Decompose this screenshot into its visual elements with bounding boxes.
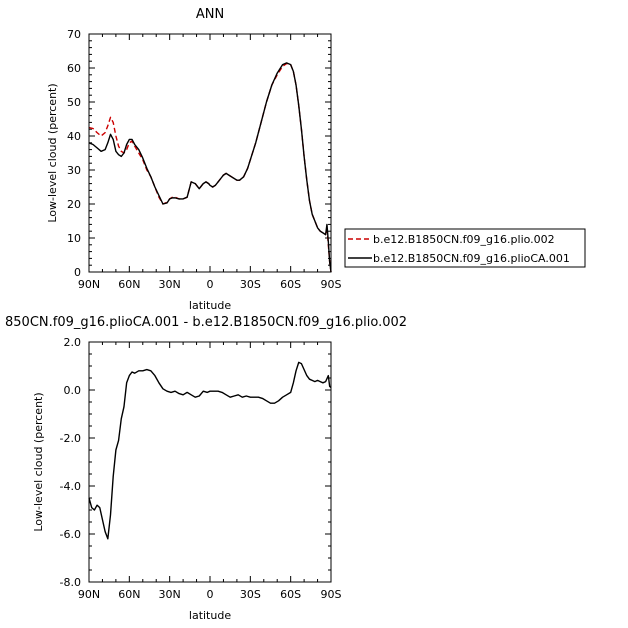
y-tick-label: -8.0 — [60, 576, 81, 589]
y-tick-label: 70 — [67, 28, 81, 41]
y-tick-label: -6.0 — [60, 528, 81, 541]
top-plot-area: 90N 60N 30N 0 30S 60S 90S 0 10 20 30 40 50 60 70 — [67, 28, 342, 291]
x-tick-label: 90N — [78, 588, 100, 601]
y-tick-label: -2.0 — [60, 432, 81, 445]
x-tick-label: 60S — [280, 588, 301, 601]
x-tick-label: 90S — [321, 588, 342, 601]
legend: b.e12.B1850CN.f09_g16.plio.002 b.e12.B18… — [344, 228, 586, 268]
x-tick-label: 30S — [240, 588, 261, 601]
bottom-y-axis-label: Low-level cloud (percent) — [32, 392, 45, 531]
x-tick-label: 30N — [159, 278, 181, 291]
legend-label-plio: b.e12.B1850CN.f09_g16.plio.002 — [373, 233, 555, 246]
y-tick-label: 50 — [67, 96, 81, 109]
x-tick-label: 30N — [159, 588, 181, 601]
y-tick-label: 10 — [67, 232, 81, 245]
x-tick-label: 0 — [207, 588, 214, 601]
bottom-plot-area: 90N 60N 30N 0 30S 60S 90S -8.0 -6.0 -4.0 -2.0 0.0 2.… — [60, 336, 342, 601]
y-tick-label: 40 — [67, 130, 81, 143]
top-x-axis-label: latitude — [189, 299, 231, 312]
bottom-panel: 850CN.f09_g16.plioCA.001 - b.e12.B1850CN… — [5, 315, 407, 622]
x-tick-label: 90S — [321, 278, 342, 291]
series-line-0-1 — [88, 62, 332, 273]
top-plot-frame — [88, 33, 332, 273]
x-tick-label: 60N — [118, 278, 140, 291]
legend-label-plioca: b.e12.B1850CN.f09_g16.plioCA.001 — [373, 252, 570, 265]
y-tick-label: 60 — [67, 62, 81, 75]
top-y-axis-label: Low-level cloud (percent) — [46, 83, 59, 222]
y-tick-label: 2.0 — [64, 336, 82, 349]
legend-box — [344, 228, 586, 268]
series-line-1-0 — [88, 361, 332, 540]
x-tick-label: 30S — [240, 278, 261, 291]
x-tick-label: 60N — [118, 588, 140, 601]
x-tick-label: 90N — [78, 278, 100, 291]
y-tick-label: 0 — [74, 266, 81, 279]
top-panel: ANN Low-level cloud (percent) latitude 9… — [46, 7, 586, 312]
y-tick-label: 30 — [67, 164, 81, 177]
y-tick-label: 0.0 — [64, 384, 82, 397]
y-tick-label: 20 — [67, 198, 81, 211]
bottom-chart-title: 850CN.f09_g16.plioCA.001 - b.e12.B1850CN… — [5, 315, 407, 330]
bottom-plot-frame — [88, 341, 332, 583]
bottom-x-axis-label: latitude — [189, 609, 231, 622]
y-tick-label: -4.0 — [60, 480, 81, 493]
x-tick-label: 60S — [280, 278, 301, 291]
top-chart-title: ANN — [196, 7, 224, 22]
x-tick-label: 0 — [207, 278, 214, 291]
